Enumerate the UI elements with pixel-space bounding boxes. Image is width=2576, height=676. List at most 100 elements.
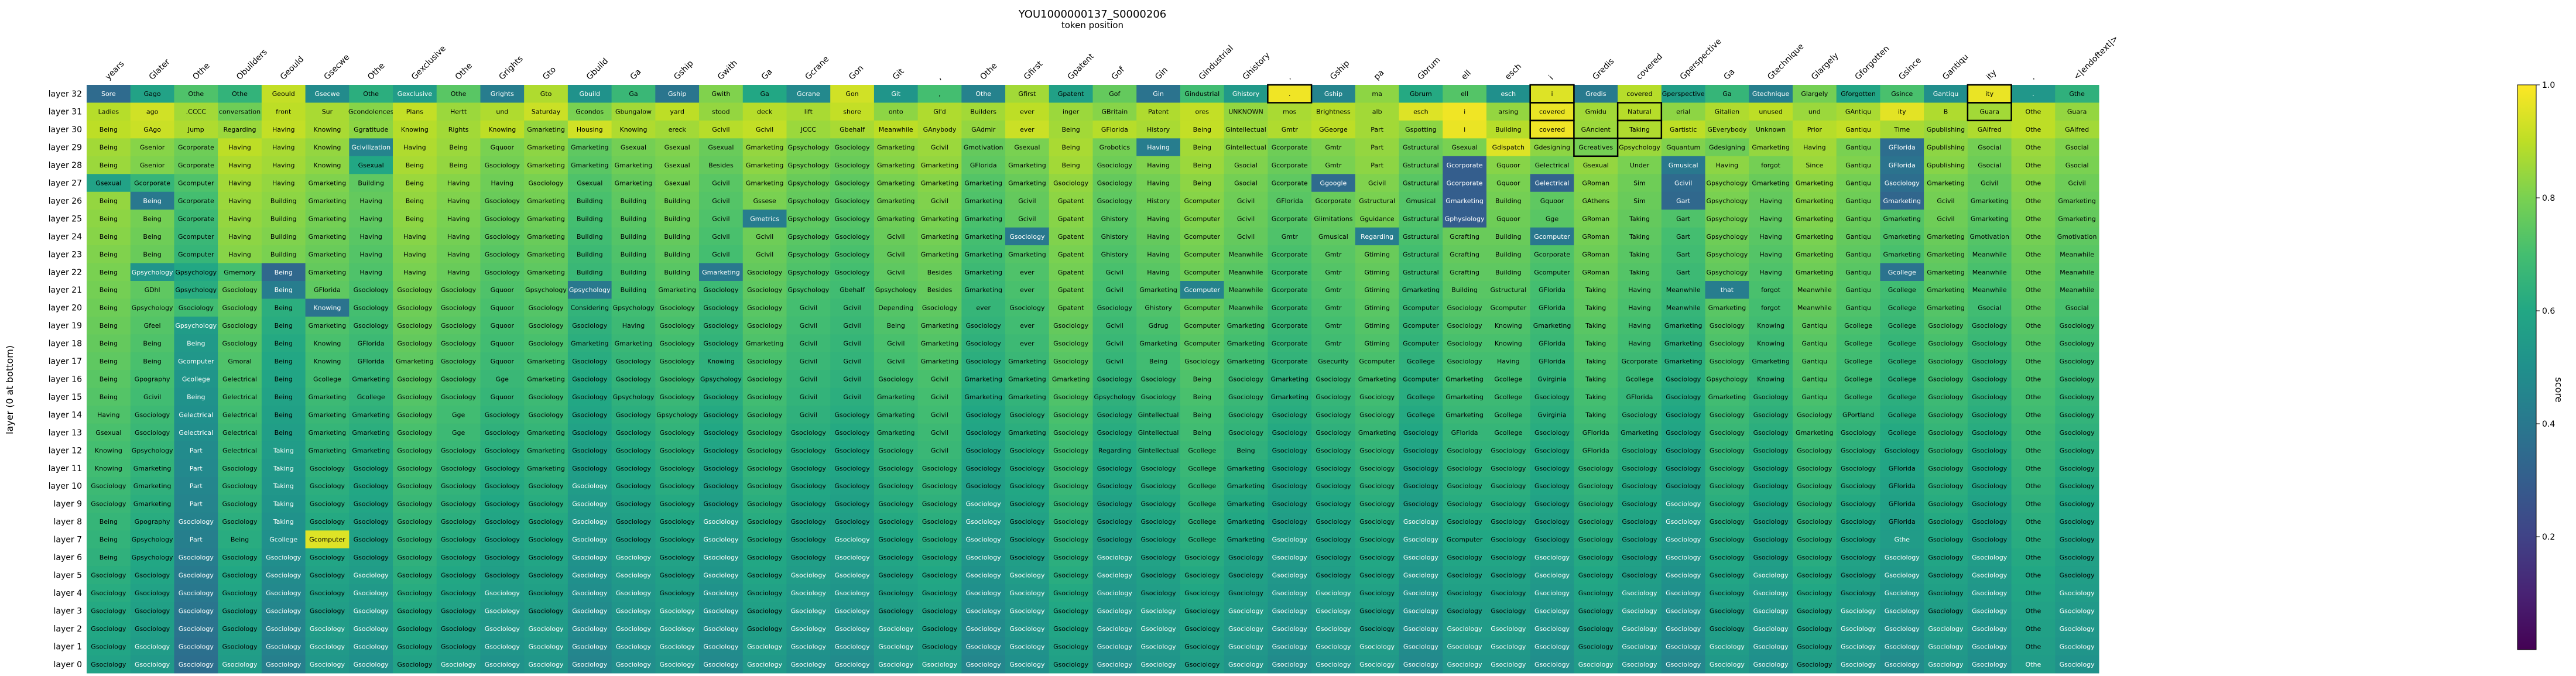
heatmap-cell — [1092, 263, 1137, 282]
cell-label: Gcollege — [1888, 429, 1916, 437]
heatmap-cell — [393, 316, 437, 335]
cell-label: Having — [228, 162, 251, 169]
cell-label: Gsociology — [266, 607, 302, 615]
cell-label: Knowing — [313, 304, 341, 312]
heatmap-cell — [1749, 298, 1793, 317]
cell-label: Gsociology — [441, 482, 477, 490]
cell-label: Gsociology — [878, 482, 914, 490]
cell-label: Gmarketing — [2058, 197, 2096, 205]
cell-label: Gge — [452, 429, 465, 437]
heatmap-cell — [524, 120, 568, 139]
cell-label: GBritain — [1101, 108, 1128, 116]
heatmap-cell — [2055, 174, 2099, 193]
heatmap-cell — [1618, 459, 1662, 478]
heatmap-cell — [1749, 316, 1793, 335]
heatmap-cell — [1967, 495, 2012, 513]
heatmap-cell — [1180, 227, 1225, 246]
heatmap-cell — [917, 423, 962, 442]
cell-label: Gsociology — [791, 554, 827, 561]
cell-label: Gsociology — [572, 322, 608, 330]
cell-label: Othe — [2026, 340, 2041, 348]
heatmap-cell — [1836, 156, 1880, 174]
cell-label: Gsociology — [1053, 500, 1089, 508]
heatmap-cell — [1311, 477, 1356, 495]
cell-label: Gcivil — [1981, 180, 1998, 187]
cell-label: Gsociology — [616, 661, 652, 668]
heatmap-cell — [830, 459, 875, 478]
cell-label: Gcollege — [1188, 447, 1216, 454]
cell-label: Gsociology — [1797, 554, 1832, 561]
heatmap-cell — [1661, 370, 1706, 389]
cell-label: GFlorida — [1626, 393, 1653, 401]
heatmap-cell — [87, 138, 131, 157]
cell-label: Gelectrical — [222, 411, 257, 418]
y-tick-label: layer 10 — [49, 482, 82, 491]
heatmap-cell — [1749, 102, 1793, 121]
heatmap-cell — [130, 459, 174, 478]
cell-label: Gsociology — [660, 447, 696, 454]
cell-label: Gsexual — [664, 180, 690, 187]
y-tick-label: layer 3 — [54, 606, 82, 616]
cell-label: Building — [1495, 269, 1522, 276]
cell-label: Othe — [2026, 376, 2041, 383]
cell-label: Gsociology — [834, 643, 870, 650]
heatmap-cell — [961, 423, 1006, 442]
heatmap-cell — [1180, 174, 1225, 193]
heatmap-cell — [1661, 495, 1706, 513]
heatmap-cell — [1399, 263, 1443, 282]
heatmap-cell — [699, 138, 744, 157]
cell-label: Othe — [2026, 144, 2041, 152]
heatmap-cell — [1180, 210, 1225, 228]
heatmap-cell — [524, 512, 568, 531]
cell-label: Gsociology — [397, 286, 433, 294]
heatmap-cell — [1311, 352, 1356, 370]
heatmap-cell — [1136, 495, 1181, 513]
heatmap-cell — [436, 387, 481, 406]
cell-label: Gsociology — [966, 625, 1002, 633]
cell-label: Othe — [2026, 358, 2041, 365]
cell-label: ores — [1195, 108, 1210, 116]
cell-label: Gsociology — [1666, 500, 1701, 508]
heatmap-cell — [393, 263, 437, 282]
cell-label: Gsociology — [2060, 536, 2095, 544]
heatmap-cell — [786, 263, 831, 282]
heatmap-cell — [261, 156, 306, 174]
heatmap-cell — [480, 387, 525, 406]
cell-label: Meanwhile — [879, 126, 913, 133]
heatmap-cell — [1355, 406, 1400, 424]
heatmap-cell — [873, 316, 919, 335]
cell-label: Gsociology — [1928, 554, 1964, 561]
heatmap-cell — [480, 406, 525, 424]
cell-label: Gsociology — [1710, 661, 1745, 668]
cell-label: Gsociology — [878, 643, 914, 650]
cell-label: Being — [275, 340, 293, 348]
cell-label: Gpsychology — [175, 286, 217, 294]
x-tick-label: Othe — [366, 61, 386, 81]
heatmap-cell — [830, 281, 875, 299]
cell-label: Gantiqu — [1845, 215, 1871, 222]
cell-label: Gcomputer — [1184, 304, 1221, 312]
cell-label: Gmarketing — [309, 393, 347, 401]
heatmap-cell — [87, 370, 131, 389]
heatmap-cell — [873, 227, 919, 246]
cell-label: Gmarketing — [1796, 233, 1834, 241]
heatmap-cell — [961, 441, 1006, 460]
heatmap-cell — [1355, 316, 1400, 335]
heatmap-cell — [174, 423, 218, 442]
heatmap-cell — [1311, 423, 1356, 442]
cell-label: Gsociology — [1097, 429, 1133, 437]
cell-label: Gantiqu — [1845, 304, 1871, 312]
cell-label: Gsociology — [1972, 393, 2008, 401]
cell-label: Gmarketing — [1621, 429, 1659, 437]
cell-label: Being — [1193, 180, 1211, 187]
heatmap-cell — [1005, 459, 1050, 478]
heatmap-cell — [1049, 191, 1093, 210]
cell-label: Gcrafting — [1450, 251, 1479, 258]
heatmap-cell — [87, 210, 131, 228]
cell-label: Gsociology — [1578, 572, 1614, 579]
cell-label: Gsecwe — [315, 90, 340, 98]
cell-label: Gmarketing — [615, 180, 653, 187]
cell-label: Gsociology — [966, 554, 1002, 561]
cell-label: Gsociology — [834, 411, 870, 418]
cell-label: Gcivil — [931, 429, 948, 437]
